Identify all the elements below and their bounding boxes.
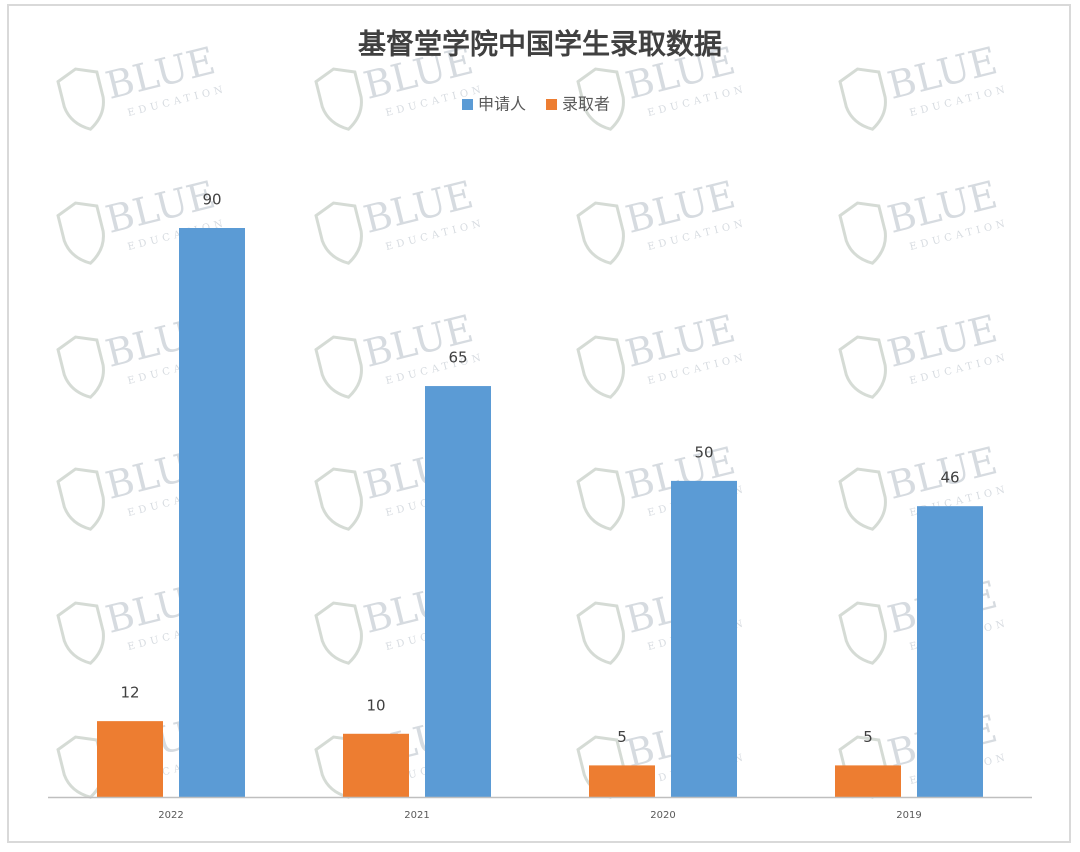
data-label: 50 [694, 443, 713, 461]
watermark-shield [314, 601, 363, 665]
watermark-shield [838, 67, 887, 131]
watermark-shield [838, 601, 887, 665]
watermark-shield [576, 335, 625, 399]
x-tick-label: 2022 [158, 810, 183, 821]
data-label: 5 [863, 728, 873, 746]
x-tick-label: 2019 [896, 810, 921, 821]
watermark-shield [576, 601, 625, 665]
watermark-shield [838, 335, 887, 399]
watermark-shield [56, 601, 105, 665]
watermark-shield [314, 67, 363, 131]
x-tick-label: 2021 [404, 810, 429, 821]
bar [425, 386, 491, 797]
watermark-shield [314, 467, 363, 531]
watermark-shield [576, 201, 625, 265]
watermark-shield [314, 335, 363, 399]
watermark-shield [576, 67, 625, 131]
bar [671, 480, 737, 797]
bar [835, 765, 901, 797]
data-label: 12 [120, 684, 139, 702]
legend-label: 申请人 [478, 95, 526, 114]
bar [97, 721, 163, 797]
watermark-shield [56, 335, 105, 399]
data-label: 90 [202, 191, 221, 209]
watermark-shield [838, 467, 887, 531]
watermark-shield [56, 201, 105, 265]
bar [179, 228, 245, 797]
data-label: 5 [617, 728, 627, 746]
legend: 申请人 录取者 [462, 95, 610, 114]
bar [917, 506, 983, 797]
plot: 2022 12 90 2021 10 65 2020 5 50 2019 5 46 [97, 191, 983, 821]
x-tick-label: 2020 [650, 810, 675, 821]
data-label: 65 [448, 349, 467, 367]
legend-swatch [462, 99, 473, 110]
watermark-shield [838, 201, 887, 265]
chart-title: 基督堂学院中国学生录取数据 [358, 28, 722, 61]
watermark-shield [314, 201, 363, 265]
data-label: 46 [940, 469, 959, 487]
legend-label: 录取者 [562, 95, 610, 114]
legend-swatch [546, 99, 558, 110]
data-label: 10 [366, 696, 385, 714]
watermark-shield [56, 67, 105, 131]
bar [589, 765, 655, 797]
watermark-shield [576, 467, 625, 531]
bar [343, 733, 409, 797]
watermark-shield [56, 467, 105, 531]
